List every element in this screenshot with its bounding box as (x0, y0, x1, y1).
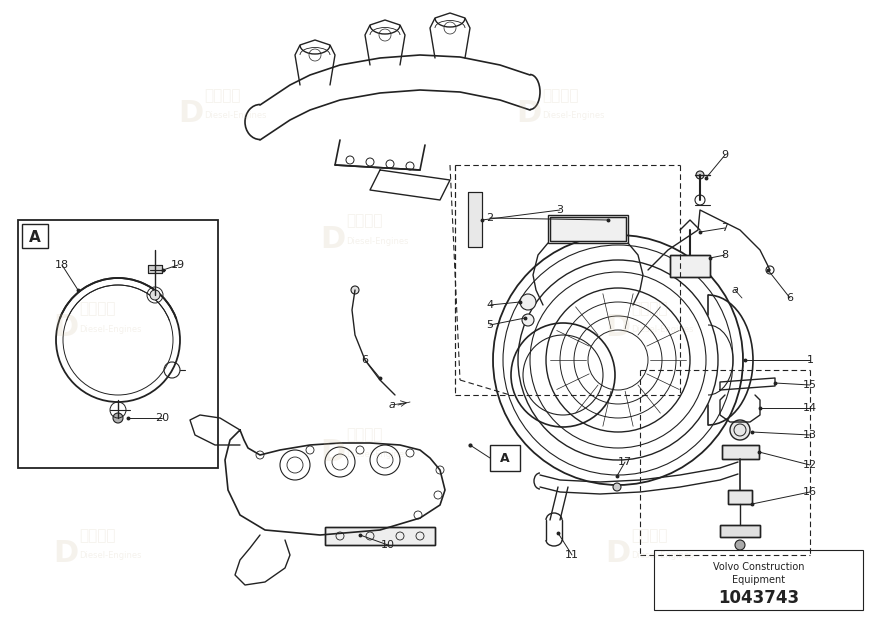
Bar (325, 527, 435, 545)
Bar (148, 265, 162, 273)
Text: D: D (53, 539, 78, 568)
Text: 7: 7 (722, 223, 729, 233)
Text: 1043743: 1043743 (718, 589, 799, 607)
Text: D: D (320, 438, 345, 467)
Text: a: a (389, 400, 395, 410)
Text: D: D (516, 99, 541, 128)
Text: Volvo Construction: Volvo Construction (713, 562, 805, 572)
Text: 4: 4 (487, 300, 494, 310)
Text: 5: 5 (487, 320, 493, 330)
Text: 19: 19 (171, 260, 185, 270)
Bar (325, 527, 435, 545)
Text: D: D (320, 225, 345, 253)
Bar (22, 224, 48, 248)
Text: 紫发动力: 紫发动力 (204, 87, 240, 103)
Bar (720, 525, 760, 537)
Circle shape (113, 413, 123, 423)
Circle shape (520, 294, 536, 310)
Text: A: A (500, 452, 510, 464)
Bar (722, 445, 759, 459)
Text: 14: 14 (803, 403, 817, 413)
Circle shape (351, 286, 359, 294)
Text: 2: 2 (487, 213, 494, 223)
Text: 6: 6 (361, 355, 368, 365)
Text: 18: 18 (55, 260, 69, 270)
Text: 13: 13 (803, 430, 817, 440)
Text: 16: 16 (803, 487, 817, 497)
Circle shape (522, 314, 534, 326)
Text: Diesel-Engines: Diesel-Engines (346, 237, 409, 245)
Text: 15: 15 (803, 380, 817, 390)
Text: Diesel-Engines: Diesel-Engines (79, 325, 142, 333)
Text: 8: 8 (722, 250, 729, 260)
Circle shape (735, 540, 745, 550)
Text: 3: 3 (556, 205, 563, 215)
Circle shape (696, 171, 704, 179)
Bar (728, 490, 752, 504)
Text: D: D (178, 99, 203, 128)
Text: 紫发动力: 紫发动力 (79, 301, 116, 316)
Text: 9: 9 (722, 150, 729, 160)
Text: 紫发动力: 紫发动力 (346, 213, 383, 228)
Text: D: D (53, 313, 78, 342)
Text: Diesel-Engines: Diesel-Engines (631, 551, 693, 560)
Bar (468, 192, 482, 247)
Text: 紫发动力: 紫发动力 (631, 301, 668, 316)
Text: 紫发动力: 紫发动力 (631, 528, 668, 543)
Text: 6: 6 (787, 293, 794, 303)
Circle shape (150, 290, 160, 300)
Text: Diesel-Engines: Diesel-Engines (204, 111, 266, 120)
Text: Diesel-Engines: Diesel-Engines (542, 111, 604, 120)
Circle shape (730, 420, 750, 440)
Bar (548, 215, 628, 243)
Bar (550, 217, 626, 241)
Bar (720, 525, 760, 537)
Bar (550, 217, 626, 241)
Text: Equipment: Equipment (732, 576, 785, 585)
Bar (722, 445, 759, 459)
Text: Diesel-Engines: Diesel-Engines (346, 450, 409, 459)
Bar (468, 192, 482, 247)
Text: 11: 11 (565, 550, 579, 560)
Text: Diesel-Engines: Diesel-Engines (631, 325, 693, 333)
Bar (18, 220, 218, 468)
Text: 紫发动力: 紫发动力 (542, 87, 578, 103)
Text: 紫发动力: 紫发动力 (346, 427, 383, 442)
Bar (550, 217, 626, 241)
Bar (490, 445, 520, 471)
Text: A: A (29, 230, 41, 245)
Text: 紫发动力: 紫发动力 (79, 528, 116, 543)
Bar (654, 550, 863, 610)
Bar (670, 255, 710, 277)
Text: 20: 20 (155, 413, 169, 423)
Circle shape (613, 483, 621, 491)
Text: 1: 1 (806, 355, 813, 365)
Text: D: D (605, 539, 630, 568)
Text: 12: 12 (803, 460, 817, 470)
Bar (728, 490, 752, 504)
Text: 17: 17 (618, 457, 632, 467)
Text: D: D (605, 313, 630, 342)
Bar (148, 265, 162, 273)
Text: 10: 10 (381, 540, 395, 550)
Text: Diesel-Engines: Diesel-Engines (79, 551, 142, 560)
Text: a: a (732, 285, 739, 295)
Bar (670, 255, 710, 277)
